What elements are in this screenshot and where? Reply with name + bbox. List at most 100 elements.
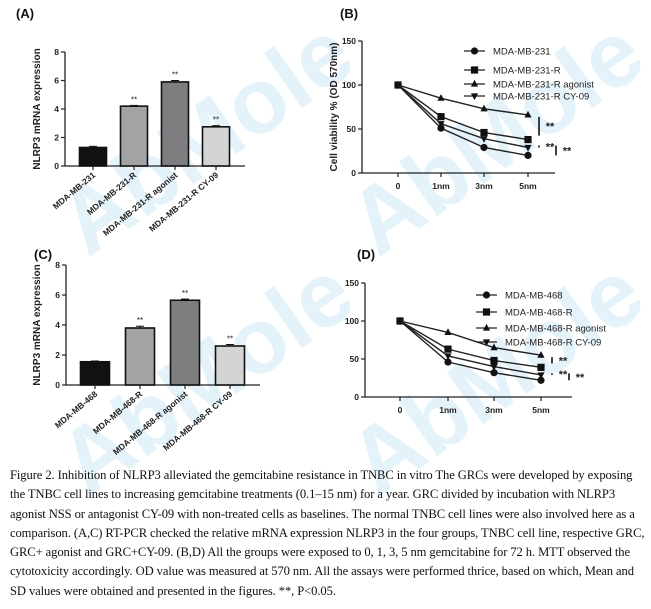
- bar-a: [78, 146, 108, 167]
- data-point-d: [490, 364, 498, 371]
- y-tick-label-b: 150: [342, 36, 356, 46]
- significance-label-c: **: [182, 289, 188, 298]
- panel-label-a: (A): [16, 6, 35, 21]
- data-point-b: [524, 151, 532, 159]
- legend-label-b: MDA-MB-231: [493, 47, 551, 58]
- significance-label-d: **: [559, 355, 568, 367]
- y-axis-label-b: Cell viability % (OD 570nm): [329, 43, 340, 172]
- bar-a: [201, 126, 231, 167]
- bar-c: [79, 360, 111, 386]
- legend-label-d: MDA-MB-468-R CY-09: [505, 338, 601, 349]
- figure-caption: Figure 2. Inhibition of NLRP3 alleviated…: [10, 468, 645, 598]
- data-point-d: [444, 328, 452, 335]
- bar-c: [169, 299, 201, 386]
- data-point-b: [480, 104, 488, 112]
- y-tick-label-d: 150: [345, 278, 359, 288]
- series-line-b: [397, 84, 529, 157]
- panel-label-b: (B): [340, 6, 359, 21]
- x-tick-label-d: 1nm: [439, 405, 457, 415]
- bar-c: [124, 327, 156, 386]
- bar-a: [160, 81, 190, 167]
- significance-label-a: **: [131, 95, 137, 104]
- significance-label-b: **: [563, 145, 572, 157]
- y-tick-label-c: 4: [55, 320, 60, 330]
- y-tick-label-c: 6: [55, 290, 60, 300]
- data-point-d: [444, 345, 452, 353]
- series-line-d: [399, 320, 542, 381]
- series-line-b: [397, 84, 529, 149]
- data-point-d: [537, 372, 545, 380]
- data-point-d: [537, 363, 545, 371]
- data-point-b: [480, 136, 488, 143]
- y-tick-label-a: 8: [54, 47, 59, 57]
- data-point-b: [480, 128, 488, 137]
- data-point-b: [437, 94, 445, 101]
- x-tick-label-d: 3nm: [485, 405, 503, 415]
- y-tick-label-c: 8: [55, 260, 60, 270]
- y-tick-label-a: 2: [54, 133, 59, 143]
- legend-label-d: MDA-MB-468-R: [505, 308, 573, 319]
- data-point-b: [437, 121, 445, 128]
- data-point-b: [437, 113, 445, 121]
- legend-marker-b: [470, 47, 479, 55]
- legend-marker-b: [470, 93, 479, 101]
- y-tick-label-c: 2: [55, 350, 60, 360]
- legend-label-d: MDA-MB-468-R agonist: [505, 324, 606, 335]
- data-point-b: [480, 143, 488, 152]
- series-line-b: [397, 84, 529, 141]
- data-point-d: [444, 353, 452, 361]
- data-point-d: [490, 343, 498, 351]
- significance-label-c: **: [137, 316, 143, 325]
- legend-marker-b: [470, 66, 479, 74]
- legend-marker-d: [482, 308, 491, 316]
- data-point-d: [490, 356, 498, 365]
- y-tick-label-b: 0: [351, 168, 356, 178]
- legend-label-d: MDA-MB-468: [505, 291, 563, 302]
- panel-label-c: (C): [34, 247, 53, 262]
- x-tick-label-c: MDA-MB-468-R agonist: [111, 389, 190, 457]
- y-tick-label-d: 100: [345, 316, 359, 326]
- y-tick-label-d: 50: [350, 354, 360, 364]
- x-tick-label-b: 0: [396, 181, 401, 191]
- y-tick-label-c: 0: [55, 380, 60, 390]
- y-tick-label-a: 4: [54, 104, 59, 114]
- y-tick-label-b: 100: [342, 80, 356, 90]
- significance-label-a: **: [213, 116, 219, 125]
- data-point-b: [524, 144, 532, 152]
- x-tick-label-a: MDA-MB-231-R agonist: [101, 170, 180, 238]
- figure-canvas: 0 2 4 6 8 NLRP3 mRNA expression MDA-MB-231 ** MD…: [32, 36, 606, 457]
- data-point-b: [524, 135, 532, 144]
- x-tick-label-a: MDA-MB-231-R CY-09: [147, 170, 221, 234]
- data-point-d: [490, 369, 498, 377]
- data-point-b: [394, 82, 402, 90]
- data-point-d: [537, 351, 545, 358]
- y-tick-label-d: 0: [354, 392, 359, 402]
- significance-label-d: **: [576, 372, 585, 384]
- significance-label-d: **: [559, 369, 568, 381]
- significance-label-c: **: [227, 335, 233, 344]
- data-point-d: [537, 376, 545, 384]
- significance-label-b: **: [546, 142, 555, 154]
- legend-marker-b: [470, 79, 479, 87]
- series-line-d: [399, 320, 542, 356]
- data-point-b: [437, 124, 445, 132]
- data-point-d: [396, 318, 404, 326]
- legend-label-b: MDA-MB-231-R CY-09: [493, 92, 589, 103]
- y-tick-label-a: 6: [54, 76, 59, 86]
- significance-label-b: **: [546, 121, 555, 133]
- y-tick-label-b: 50: [347, 124, 357, 134]
- x-tick-label-d: 0: [398, 405, 403, 415]
- panel-label-d: (D): [357, 247, 376, 262]
- y-tick-label-a: 0: [54, 161, 59, 171]
- x-tick-label-c: MDA-MB-468: [53, 389, 100, 431]
- series-line-d: [399, 320, 542, 376]
- legend-marker-d: [482, 339, 491, 347]
- legend-marker-d: [482, 291, 491, 299]
- y-axis-label-c: NLRP3 mRNA expression: [32, 264, 43, 385]
- data-point-b: [524, 110, 532, 118]
- legend-label-b: MDA-MB-231-R agonist: [493, 80, 594, 91]
- x-tick-label-d: 5nm: [532, 405, 550, 415]
- series-line-d: [399, 320, 542, 369]
- legend-label-b: MDA-MB-231-R: [493, 66, 561, 77]
- series-line-b: [397, 84, 529, 116]
